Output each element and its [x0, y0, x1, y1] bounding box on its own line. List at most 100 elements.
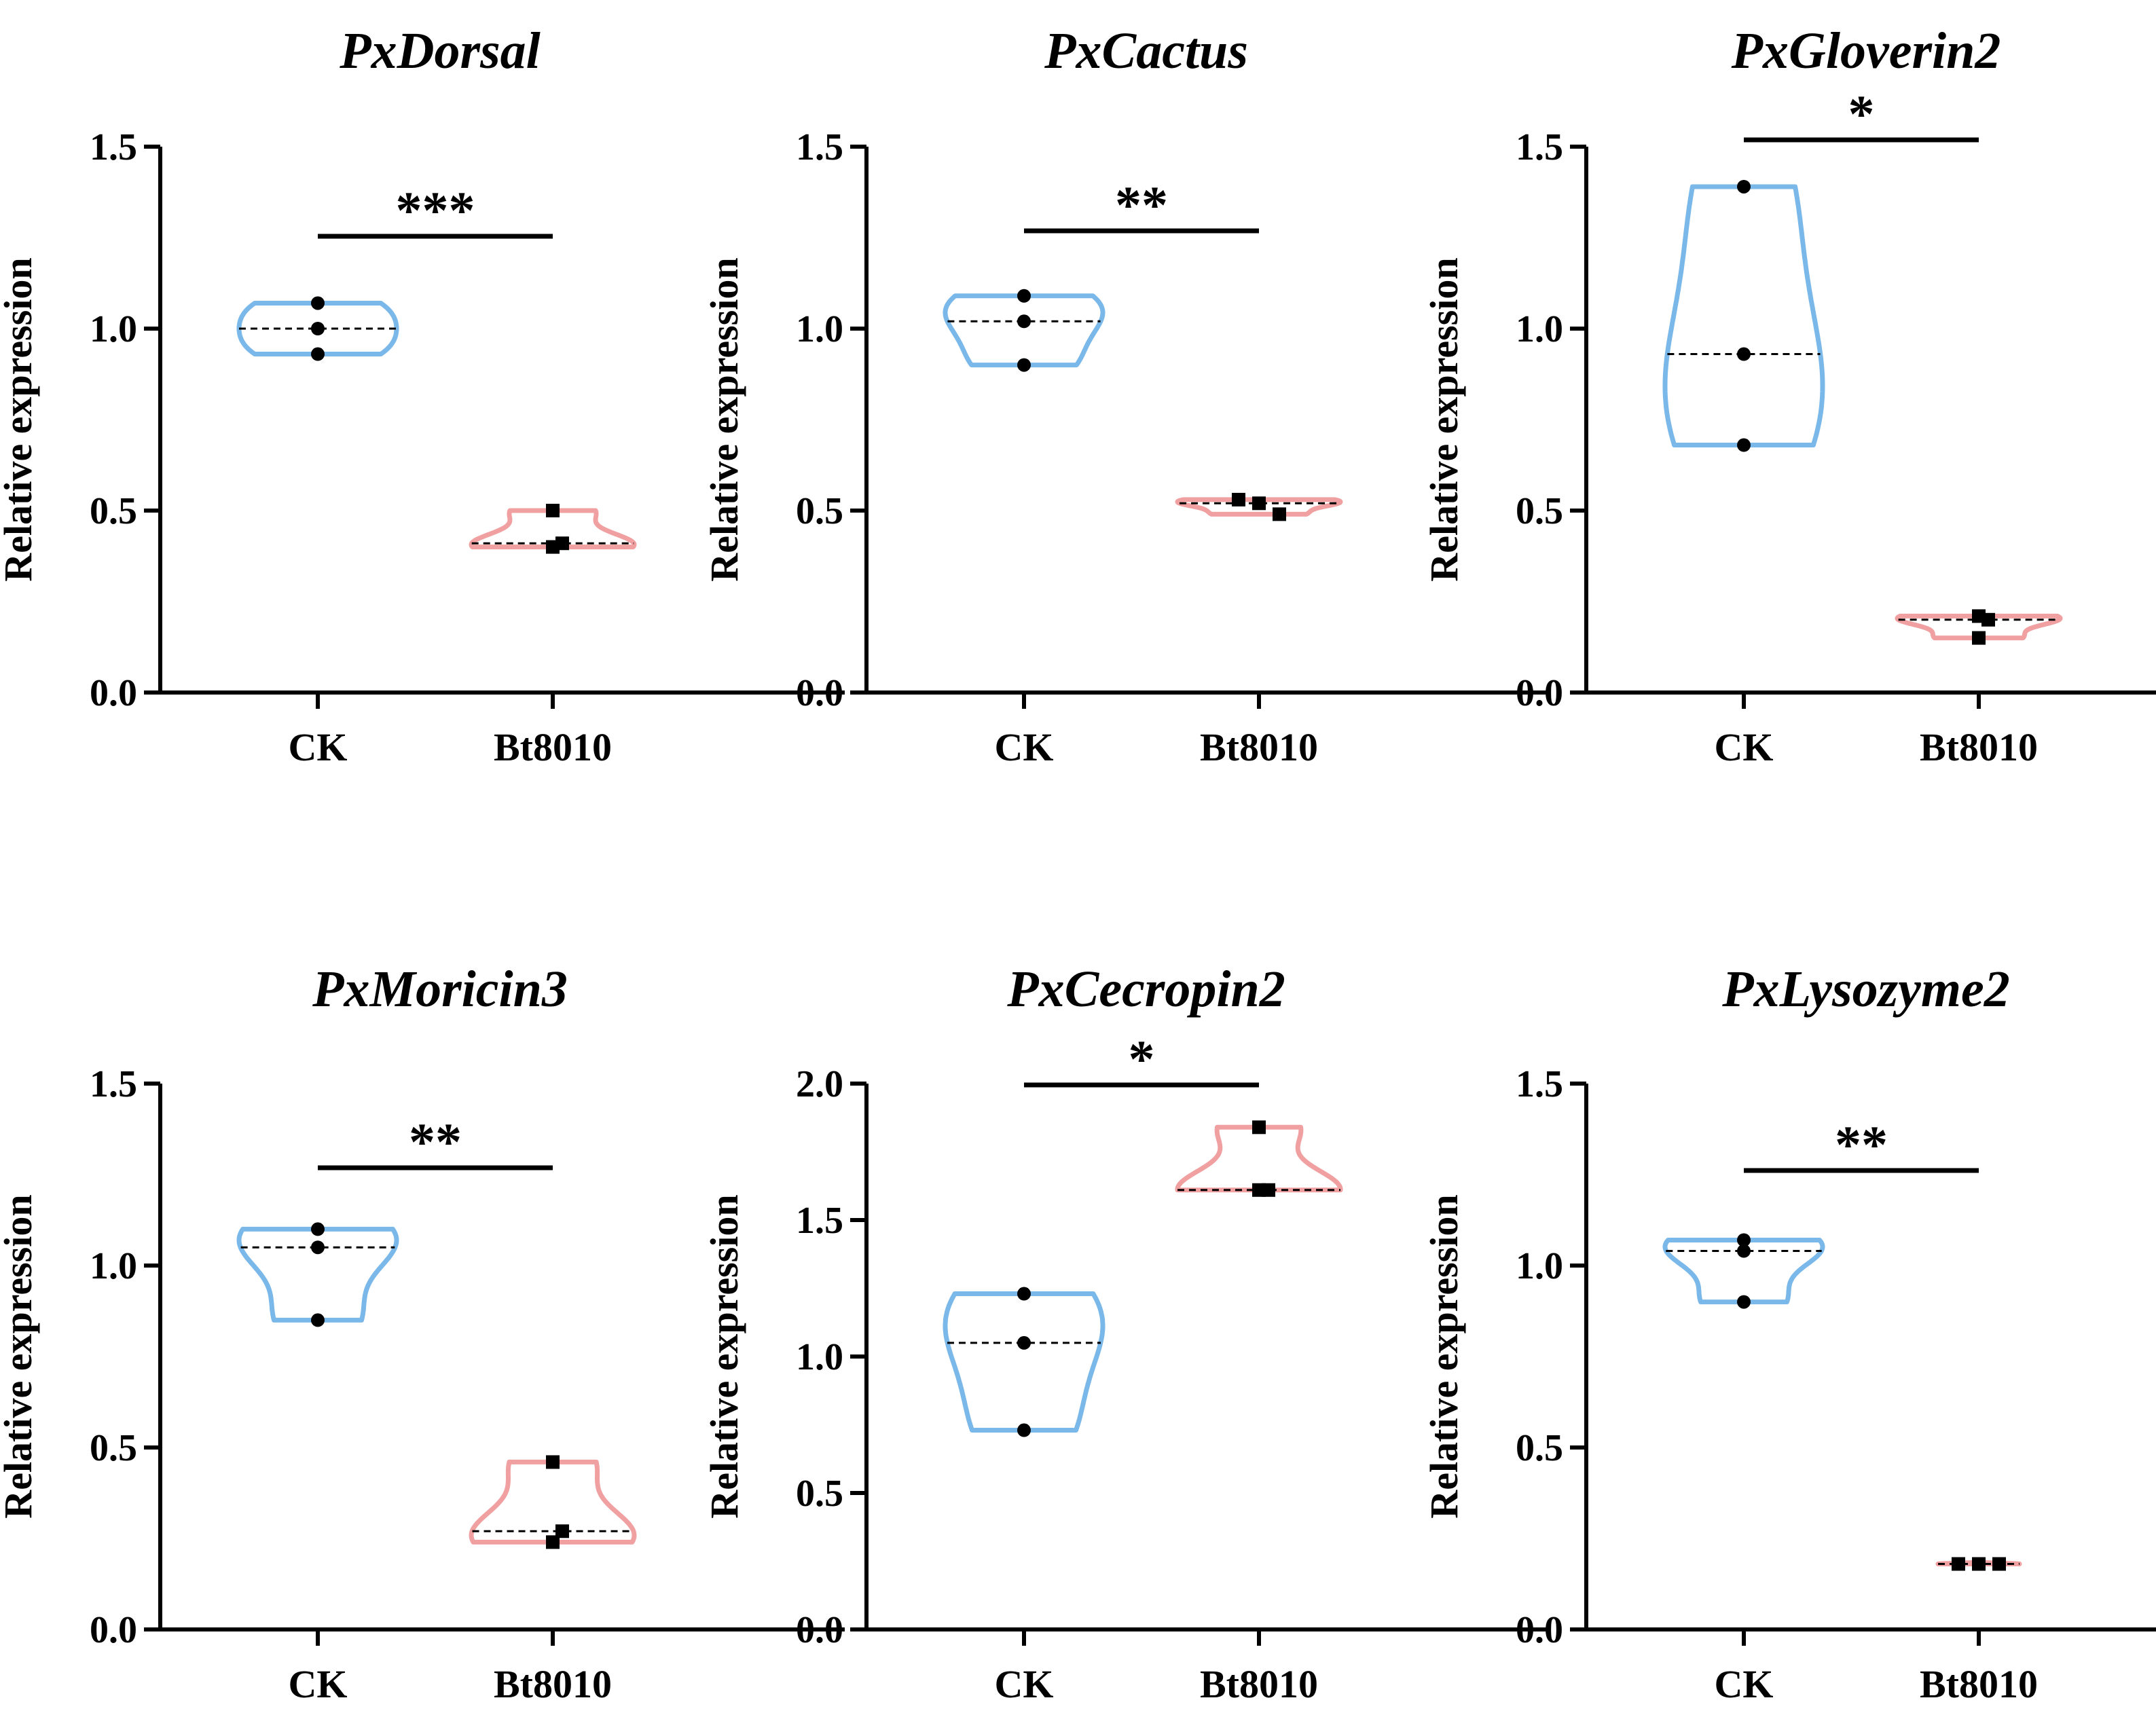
y-tick-label: 0.0 [90, 1609, 137, 1651]
y-tick-label: 1.0 [90, 308, 137, 350]
violin-bt8010 [1175, 497, 1343, 517]
y-tick-label: 1.5 [90, 1063, 137, 1105]
data-point-ck [311, 1240, 325, 1255]
violin-ck [1662, 184, 1825, 447]
data-point-bt8010 [1273, 507, 1286, 521]
y-tick-label: 0.5 [1516, 490, 1563, 532]
violin-ck [236, 301, 399, 356]
data-point-ck [1737, 347, 1751, 361]
data-point-ck [1737, 1295, 1751, 1309]
violin-bt8010 [1895, 613, 2063, 641]
data-point-bt8010 [1972, 631, 1986, 645]
data-point-ck [1737, 438, 1751, 452]
panel-title: PxCecropin2 [1006, 961, 1285, 1018]
y-axis-label: Relative expression [1422, 257, 1466, 581]
data-point-bt8010 [1952, 1557, 1965, 1571]
y-tick-label: 0.5 [796, 490, 843, 532]
violin-bt8010 [1175, 1124, 1343, 1193]
data-point-ck [311, 1313, 325, 1327]
data-point-bt8010 [1252, 1183, 1266, 1197]
y-tick-label: 1.0 [1516, 1245, 1563, 1287]
data-point-bt8010 [1992, 1557, 2006, 1571]
violin-ck [943, 293, 1106, 368]
chart-panel-2: PxCactus Relative expression 0.0 0.5 1.0 1.5 C… [702, 22, 1551, 769]
y-tick-label: 1.5 [796, 1200, 843, 1242]
violin-ck [1662, 1238, 1825, 1305]
y-tick-label: 1.5 [90, 126, 137, 168]
data-point-ck [1017, 1335, 1031, 1350]
violin-bt8010 [469, 508, 637, 550]
panel-title: PxMoricin3 [312, 961, 568, 1018]
y-tick-label: 1.5 [796, 126, 843, 168]
y-axis-label: Relative expression [0, 1194, 40, 1518]
y-tick-label: 1.0 [90, 1245, 137, 1287]
panel-title: PxDorsal [339, 22, 541, 79]
significance-label: * [1848, 84, 1875, 143]
data-point-ck [311, 347, 325, 361]
data-point-ck [1017, 1287, 1031, 1301]
data-point-ck [311, 296, 325, 310]
panel-title: PxLysozyme2 [1721, 961, 2010, 1018]
x-tick-label-bt8010: Bt8010 [1920, 1662, 2038, 1706]
data-point-bt8010 [1252, 1120, 1266, 1135]
panel-title: PxCactus [1044, 22, 1248, 79]
y-axis-label: Relative expression [0, 257, 40, 581]
y-tick-label: 1.0 [1516, 308, 1563, 350]
data-point-bt8010 [546, 1535, 560, 1549]
x-tick-label-ck: CK [1715, 725, 1774, 769]
y-tick-label: 1.5 [1516, 126, 1563, 168]
data-point-ck [311, 322, 325, 335]
x-tick-label-ck: CK [995, 1662, 1054, 1706]
x-tick-label-ck: CK [289, 1662, 348, 1706]
chart-panel-5: PxCecropin2 Relative expression 0.0 0.5 1.0 1… [702, 961, 1551, 1706]
y-axis-label: Relative expression [702, 257, 746, 581]
data-point-ck [1017, 1423, 1031, 1437]
data-point-bt8010 [1972, 1557, 1986, 1571]
x-tick-label-ck: CK [1715, 1662, 1774, 1706]
violin-ck [943, 1291, 1106, 1433]
x-tick-label-bt8010: Bt8010 [494, 1662, 612, 1706]
y-tick-label: 0.5 [90, 490, 137, 532]
chart-panel-4: PxMoricin3 Relative expression 0.0 0.5 1.0 1.… [0, 961, 845, 1706]
x-tick-label-ck: CK [995, 725, 1054, 769]
data-point-bt8010 [546, 1455, 560, 1469]
x-tick-label-ck: CK [289, 725, 348, 769]
data-point-bt8010 [1232, 492, 1245, 506]
x-tick-label-bt8010: Bt8010 [1200, 1662, 1318, 1706]
data-point-bt8010 [546, 540, 560, 554]
x-tick-label-bt8010: Bt8010 [1920, 725, 2038, 769]
y-axis-label: Relative expression [702, 1194, 746, 1518]
chart-panel-3: PxGloverin2 Relative expression 0.0 0.5 1.0 1… [1422, 22, 2156, 769]
y-tick-label: 0.0 [1516, 1609, 1563, 1651]
y-tick-label: 0.0 [90, 672, 137, 714]
y-axis-label: Relative expression [1422, 1194, 1466, 1518]
significance-label: * [1129, 1029, 1155, 1088]
y-tick-label: 0.5 [796, 1473, 843, 1515]
data-point-bt8010 [546, 504, 560, 517]
data-point-ck [1017, 358, 1031, 372]
data-point-bt8010 [1981, 612, 1995, 627]
significance-label: ** [1835, 1115, 1888, 1174]
y-tick-label: 1.5 [1516, 1063, 1563, 1105]
panel-title: PxGloverin2 [1731, 22, 2001, 79]
significance-label: ** [1115, 175, 1168, 234]
y-tick-label: 1.0 [796, 308, 843, 350]
y-tick-label: 0.5 [1516, 1427, 1563, 1469]
violin-bt8010 [469, 1459, 637, 1545]
data-point-ck [1737, 179, 1751, 193]
y-tick-label: 2.0 [796, 1063, 843, 1105]
y-tick-label: 0.5 [90, 1427, 137, 1469]
data-point-ck [1737, 1233, 1751, 1247]
chart-panel-1: PxDorsal Relative expression 0.0 0.5 1.0 1.5 C… [0, 22, 845, 769]
data-point-ck [1017, 314, 1031, 329]
violin-ck [236, 1226, 399, 1323]
data-point-bt8010 [1252, 496, 1266, 511]
y-tick-label: 0.0 [1516, 672, 1563, 714]
x-tick-label-bt8010: Bt8010 [494, 725, 612, 769]
y-tick-label: 0.0 [796, 1609, 843, 1651]
data-point-ck [1017, 289, 1031, 303]
chart-panel-6: PxLysozyme2 Relative expression 0.0 0.5 1.0 1… [1422, 961, 2156, 1706]
y-tick-label: 0.0 [796, 672, 843, 714]
data-point-bt8010 [555, 1524, 569, 1538]
